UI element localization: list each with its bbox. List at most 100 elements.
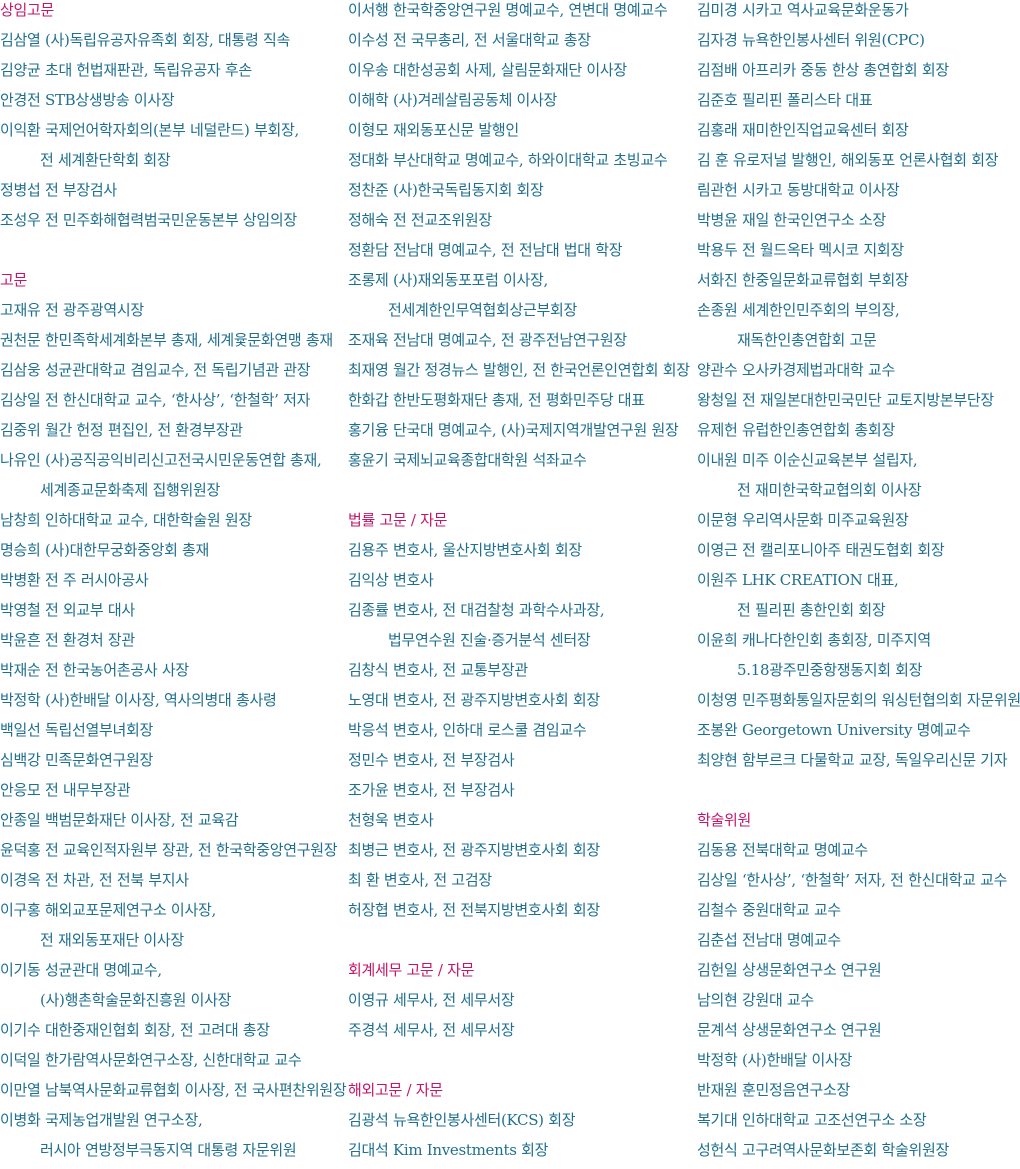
entry-line: 김헌일 상생문화연구소 연구원 xyxy=(697,961,882,979)
entry-line: 이덕일 한가람역사문화연구소장, 신한대학교 교수 xyxy=(0,1051,302,1069)
entry-line: 조봉완 Georgetown University 명예교수 xyxy=(697,721,971,739)
entry-line: 홍기융 단국대 명예교수, (사)국제지역개발연구원 원장 xyxy=(348,421,679,439)
entry-line: 이형모 재외동포신문 발행인 xyxy=(348,121,519,139)
entry-line: 손종원 세계한인민주회의 부의장, xyxy=(697,301,900,319)
entry-line: 권천문 한민족학세계화본부 총재, 세계윷문화연맹 총재 xyxy=(0,331,333,349)
entry-line: 이익환 국제언어학자회의(본부 네덜란드) 부회장, xyxy=(0,121,299,139)
entry-line: 김상일 ‘한사상’, ‘한철학’ 저자, 전 한신대학교 교수 xyxy=(697,871,1008,889)
entry-line: 김창식 변호사, 전 교통부장관 xyxy=(348,661,528,679)
entry-line: 이만열 남북역사문화교류협회 이사장, 전 국사편찬위원장 xyxy=(0,1081,347,1099)
entry-continuation: 법무연수원 진술·증거분석 센터장 xyxy=(388,631,591,649)
entry-continuation: 세계종교문화축제 집행위원장 xyxy=(40,481,220,499)
entry-line: 이내원 미주 이순신교육본부 설립자, xyxy=(697,451,918,469)
entry-line: 최병근 변호사, 전 광주지방변호사회 회장 xyxy=(348,841,600,859)
entry-line: 이영근 전 캘리포니아주 태권도협회 회장 xyxy=(697,541,945,559)
entry-line: 김용주 변호사, 울산지방변호사회 회장 xyxy=(348,541,582,559)
entry-line: 한화갑 한반도평화재단 총재, 전 평화민주당 대표 xyxy=(348,391,645,409)
entry-line: 박정학 (사)한배달 이사장, 역사의병대 총사령 xyxy=(0,691,277,709)
entry-line: 이윤희 캐나다한인회 총회장, 미주지역 xyxy=(697,631,931,649)
entry-line: 박정학 (사)한배달 이사장 xyxy=(697,1051,853,1069)
entry-line: 이서행 한국학중앙연구원 명예교수, 연변대 명예교수 xyxy=(348,1,668,19)
entry-line: 조성우 전 민주화해협력범국민운동본부 상임의장 xyxy=(0,211,297,229)
entry-line: 림관헌 시카고 동방대학교 이사장 xyxy=(697,181,900,199)
entry-line: 허장협 변호사, 전 전북지방변호사회 회장 xyxy=(348,901,600,919)
section-heading: 고문 xyxy=(0,271,28,289)
entry-line: 왕청일 전 재일본대한민국민단 교토지방본부단장 xyxy=(697,391,994,409)
entry-line: 김중위 월간 헌정 편집인, 전 환경부장관 xyxy=(0,421,243,439)
entry-continuation: (사)행촌학술문화진흥원 이사장 xyxy=(40,991,232,1009)
entry-line: 정해숙 전 전교조위원장 xyxy=(348,211,492,229)
entry-line: 김삼열 (사)독립유공자유족회 회장, 대통령 직속 xyxy=(0,31,290,49)
entry-line: 정병섭 전 부장검사 xyxy=(0,181,117,199)
entry-line: 이문형 우리역사문화 미주교육원장 xyxy=(697,511,909,529)
entry-line: 정찬준 (사)한국독립동지회 회장 xyxy=(348,181,544,199)
entry-line: 명승희 (사)대한무궁화중앙회 총재 xyxy=(0,541,210,559)
entry-line: 서화진 한중일문화교류협회 부회장 xyxy=(697,271,909,289)
entry-line: 안종일 백범문화재단 이사장, 전 교육감 xyxy=(0,811,239,829)
section-heading: 상임고문 xyxy=(0,1,55,19)
section-heading: 회계세무 고문 / 자문 xyxy=(348,961,475,979)
entry-line: 박재순 전 한국농어촌공사 사장 xyxy=(0,661,189,679)
entry-line: 조가윤 변호사, 전 부장검사 xyxy=(348,781,515,799)
entry-continuation: 전 필리핀 총한인회 회장 xyxy=(737,601,886,619)
entry-line: 나유인 (사)공직공익비리신고전국시민운동연합 총재, xyxy=(0,451,322,469)
entry-line: 박병윤 재일 한국인연구소 소장 xyxy=(697,211,886,229)
entry-continuation: 전 세계환단학회 회장 xyxy=(40,151,171,169)
entry-line: 반재원 훈민정음연구소장 xyxy=(697,1081,850,1099)
entry-line: 김동용 전북대학교 명예교수 xyxy=(697,841,868,859)
entry-line: 이청영 민주평화통일자문회의 워싱턴협의회 자문위원 xyxy=(697,691,1020,709)
entry-line: 이병화 국제농업개발원 연구소장, xyxy=(0,1111,203,1129)
entry-line: 김익상 변호사 xyxy=(348,571,434,589)
entry-line: 이수성 전 국무총리, 전 서울대학교 총장 xyxy=(348,31,591,49)
entry-line: 안경전 STB상생방송 이사장 xyxy=(0,91,175,109)
entry-line: 고재유 전 광주광역시장 xyxy=(0,301,144,319)
entry-line: 최재영 월간 정경뉴스 발행인, 전 한국언론인연합회 회장 xyxy=(348,361,690,379)
entry-line: 김미경 시카고 역사교육문화운동가 xyxy=(697,1,909,19)
entry-line: 최양현 함부르크 다물학교 교장, 독일우리신문 기자 xyxy=(697,751,1008,769)
entry-line: 이해학 (사)겨레살림공동체 이사장 xyxy=(348,91,558,109)
section-heading: 해외고문 / 자문 xyxy=(348,1081,443,1099)
entry-continuation: 러시아 연방정부극동지역 대통령 자문위원 xyxy=(40,1141,297,1159)
entry-line: 김종률 변호사, 전 대검찰청 과학수사과장, xyxy=(348,601,605,619)
entry-continuation: 5.18광주민중항쟁동지회 회장 xyxy=(737,661,923,679)
entry-line: 김광석 뉴욕한인봉사센터(KCS) 회장 xyxy=(348,1111,576,1129)
entry-line: 김홍래 재미한인직업교육센터 회장 xyxy=(697,121,909,139)
entry-line: 이우송 대한성공회 사제, 살림문화재단 이사장 xyxy=(348,61,627,79)
entry-line: 이경옥 전 차관, 전 전북 부지사 xyxy=(0,871,189,889)
entry-line: 이영규 세무사, 전 세무서장 xyxy=(348,991,515,1009)
entry-line: 백일선 독립선열부녀회장 xyxy=(0,721,153,739)
entry-line: 김 훈 유로저널 발행인, 해외동포 언론사협회 회장 xyxy=(697,151,999,169)
entry-line: 김대석 Kim Investments 회장 xyxy=(348,1141,549,1159)
entry-line: 남의현 강원대 교수 xyxy=(697,991,814,1009)
entry-line: 주경석 세무사, 전 세무서장 xyxy=(348,1021,515,1039)
entry-line: 윤덕홍 전 교육인적자원부 장관, 전 한국학중앙연구원장 xyxy=(0,841,338,859)
entry-line: 박응석 변호사, 인하대 로스쿨 겸임교수 xyxy=(348,721,587,739)
entry-line: 조롱제 (사)재외동포포럼 이사장, xyxy=(348,271,549,289)
entry-line: 조재육 전남대 명예교수, 전 광주전남연구원장 xyxy=(348,331,627,349)
entry-line: 안응모 전 내무부장관 xyxy=(0,781,131,799)
entry-line: 정민수 변호사, 전 부장검사 xyxy=(348,751,515,769)
entry-line: 박윤흔 전 환경처 장관 xyxy=(0,631,135,649)
entry-line: 이기동 성균관대 명예교수, xyxy=(0,961,162,979)
entry-line: 김자경 뉴욕한인봉사센터 위원(CPC) xyxy=(697,31,925,49)
entry-line: 노영대 변호사, 전 광주지방변호사회 회장 xyxy=(348,691,600,709)
entry-line: 양관수 오사카경제법과대학 교수 xyxy=(697,361,895,379)
entry-line: 최 환 변호사, 전 고검장 xyxy=(348,871,492,889)
entry-continuation: 재독한인총연합회 고문 xyxy=(737,331,877,349)
entry-line: 김춘섭 전남대 명예교수 xyxy=(697,931,841,949)
entry-line: 심백강 민족문화연구원장 xyxy=(0,751,153,769)
section-heading: 법률 고문 / 자문 xyxy=(348,511,448,529)
entry-line: 복기대 인하대학교 고조선연구소 소장 xyxy=(697,1111,927,1129)
entry-line: 박영철 전 외교부 대사 xyxy=(0,601,135,619)
entry-continuation: 전세계한인무역협회상근부회장 xyxy=(388,301,578,319)
entry-line: 김상일 전 한신대학교 교수, ‘한사상’, ‘한철학’ 저자 xyxy=(0,391,311,409)
entry-line: 홍윤기 국제뇌교육종합대학원 석좌교수 xyxy=(348,451,587,469)
entry-line: 김양균 초대 헌법재판관, 독립유공자 후손 xyxy=(0,61,252,79)
entry-line: 이기수 대한중재인협회 회장, 전 고려대 총장 xyxy=(0,1021,270,1039)
entry-line: 천형욱 변호사 xyxy=(348,811,434,829)
entry-line: 박병환 전 주 러시아공사 xyxy=(0,571,149,589)
entry-line: 이구홍 해외교포문제연구소 이사장, xyxy=(0,901,216,919)
entry-line: 이원주 LHK CREATION 대표, xyxy=(697,571,899,589)
entry-line: 김삼웅 성균관대학교 겸임교수, 전 독립기념관 관장 xyxy=(0,361,311,379)
